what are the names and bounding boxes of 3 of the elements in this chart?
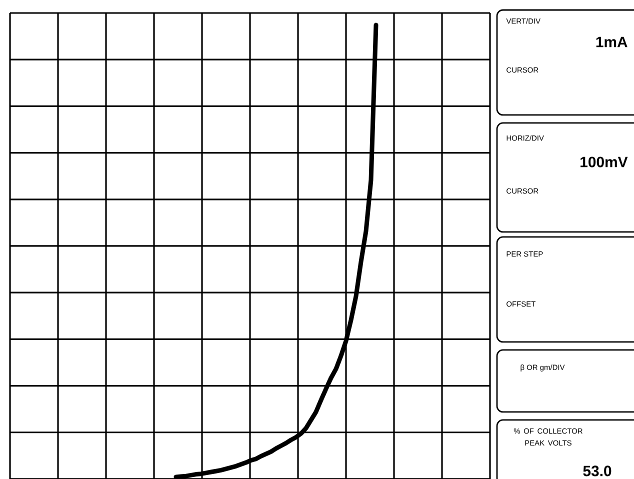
text: 53.0 [583, 466, 612, 476]
text: 100mV [580, 156, 628, 168]
text: 1mA [596, 36, 628, 48]
